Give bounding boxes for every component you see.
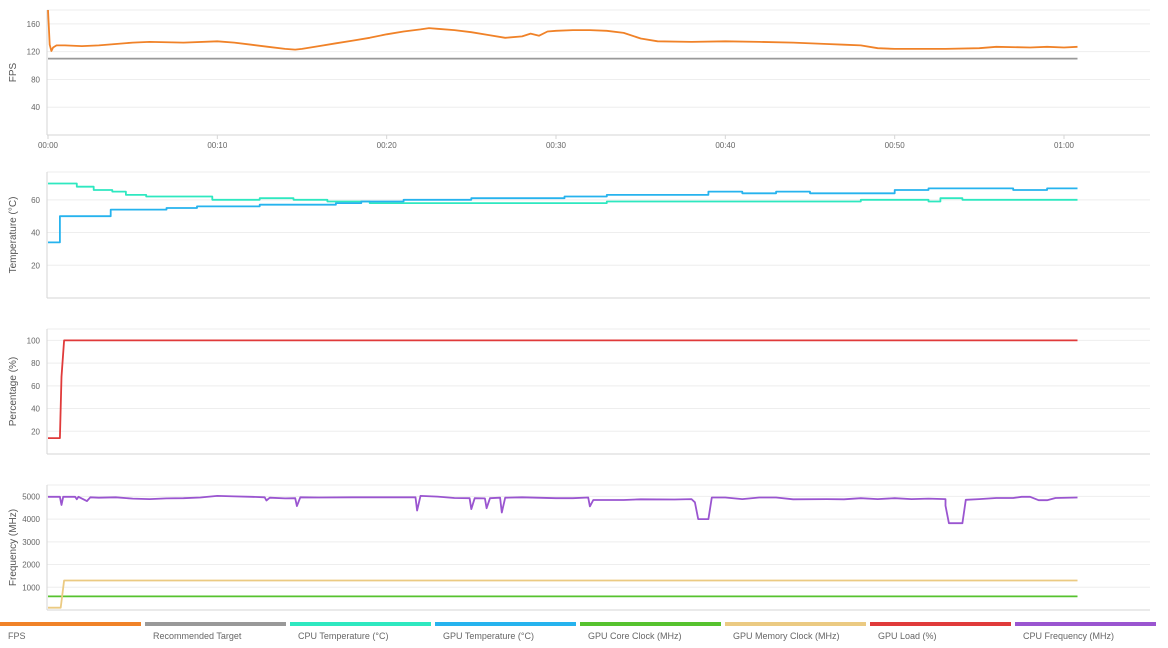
- y-axis-label: Percentage (%): [8, 357, 19, 426]
- legend-label: FPS: [8, 631, 26, 641]
- legend-label: CPU Temperature (°C): [298, 631, 389, 641]
- legend-swatch: [725, 622, 866, 626]
- legend-swatch: [145, 622, 286, 626]
- series-line-cpu-frequency-mhz: [48, 495, 1078, 525]
- y-tick-label: 2000: [22, 561, 40, 570]
- series-line-cpu-temperature-c: [48, 182, 1078, 204]
- performance-charts: 40 80 120 160 FPS 00:00 00:10 00:20 00:30 00:40 00…: [8, 9, 1150, 611]
- y-tick-label: 40: [31, 229, 40, 238]
- y-tick-label: 80: [31, 359, 40, 368]
- legend-swatch: [870, 622, 1011, 626]
- y-tick-label: 100: [27, 336, 41, 345]
- chart-panel-3: 20 40 60 80 100 Percentage (%): [8, 328, 1150, 455]
- chart-panel-1: 40 80 120 160 FPS 00:00 00:10 00:20 00:30 00:40 00…: [8, 9, 1150, 150]
- x-tick-label: 00:10: [207, 141, 228, 150]
- series-line-fps: [47, 9, 1078, 52]
- legend-label: GPU Memory Clock (MHz): [733, 631, 840, 641]
- x-tick-label: 00:00: [38, 141, 59, 150]
- y-tick-label: 120: [27, 48, 41, 57]
- y-tick-label: 60: [31, 196, 40, 205]
- legend-label: GPU Load (%): [878, 631, 937, 641]
- y-tick-label: 20: [31, 427, 40, 436]
- x-tick-label: 00:30: [546, 141, 567, 150]
- y-tick-label: 40: [31, 103, 40, 112]
- legend-label: GPU Core Clock (MHz): [588, 631, 682, 641]
- y-tick-label: 60: [31, 382, 40, 391]
- y-tick-label: 3000: [22, 538, 40, 547]
- x-tick-label: 00:20: [377, 141, 398, 150]
- legend: FPS Recommended Target CPU Temperature (°C…: [0, 622, 1168, 648]
- series-line-gpu-temperature-c: [48, 187, 1078, 244]
- x-tick-label: 00:40: [715, 141, 736, 150]
- y-tick-label: 20: [31, 261, 40, 270]
- y-axis-label: Temperature (°C): [8, 197, 19, 274]
- y-tick-label: 80: [31, 75, 40, 84]
- legend-label: GPU Temperature (°C): [443, 631, 534, 641]
- x-tick-label: 00:50: [885, 141, 906, 150]
- x-tick-label: 01:00: [1054, 141, 1075, 150]
- legend-label: CPU Frequency (MHz): [1023, 631, 1115, 641]
- series-line-gpu-memory-clock-mhz: [48, 579, 1078, 609]
- y-axis-label: FPS: [8, 62, 19, 82]
- y-tick-label: 40: [31, 405, 40, 414]
- legend-label: Recommended Target: [153, 631, 242, 641]
- legend-swatch: [0, 622, 141, 626]
- y-axis-label: Frequency (MHz): [8, 509, 19, 586]
- legend-swatch: [435, 622, 576, 626]
- legend-swatch: [1015, 622, 1156, 626]
- y-tick-label: 5000: [22, 492, 40, 501]
- y-tick-label: 1000: [22, 583, 40, 592]
- y-tick-label: 160: [27, 20, 41, 29]
- y-tick-label: 4000: [22, 515, 40, 524]
- chart-panel-2: 20 40 60 Temperature (°C): [8, 171, 1150, 299]
- series-line-gpu-load: [48, 339, 1078, 439]
- legend-swatch: [290, 622, 431, 626]
- legend-swatch: [580, 622, 721, 626]
